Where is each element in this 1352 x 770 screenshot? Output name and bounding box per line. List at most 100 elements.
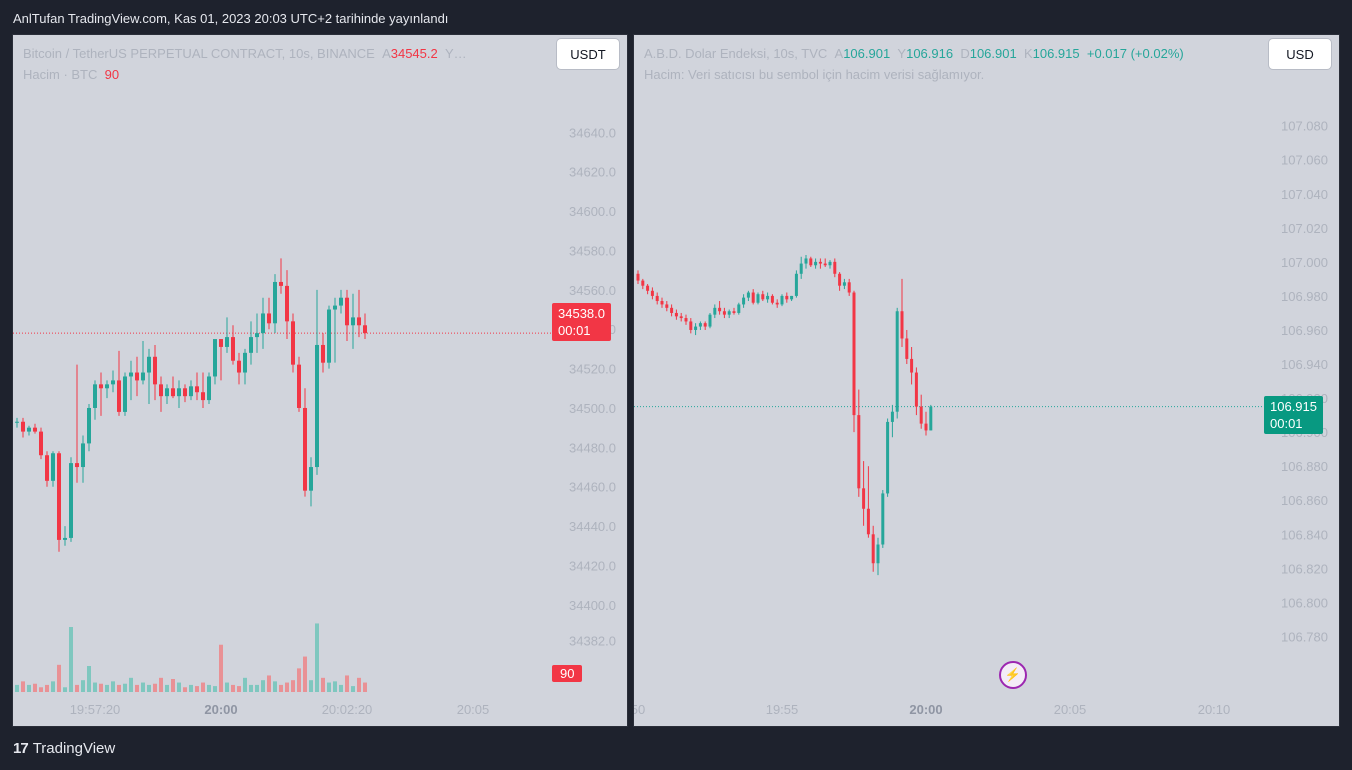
candle xyxy=(63,526,67,546)
candle-body xyxy=(761,294,765,300)
lightning-icon[interactable]: ⚡ xyxy=(999,661,1027,689)
candle-body xyxy=(895,311,899,412)
candle xyxy=(75,364,79,483)
candle xyxy=(727,309,731,319)
candle-body xyxy=(153,356,157,385)
candle-body xyxy=(171,388,175,397)
y-tick-label: 106.780 xyxy=(1281,629,1328,644)
dxy-low-prefix: D xyxy=(960,46,970,61)
volume-bar xyxy=(117,684,121,692)
volume-bar xyxy=(249,684,253,692)
dxy-chart-panel[interactable]: 107.080 107.060 107.040 107.020 107.000 106.9… xyxy=(633,34,1340,727)
tradingview-brand: TradingView xyxy=(32,740,116,757)
candle xyxy=(665,301,669,312)
candle-body xyxy=(924,423,928,431)
candle xyxy=(81,435,85,483)
candle xyxy=(111,370,115,393)
candle xyxy=(345,289,349,342)
candle xyxy=(703,321,707,330)
candle xyxy=(183,384,187,403)
y-tick-label: 106.800 xyxy=(1281,595,1328,610)
candle xyxy=(794,270,798,298)
volume-bar xyxy=(81,680,85,692)
candle xyxy=(842,278,846,290)
candle-body xyxy=(63,537,67,540)
dxy-change: +0.017 (+0.02%) xyxy=(1086,46,1184,61)
candle xyxy=(722,307,726,319)
dxy-chart-svg[interactable]: 107.080 107.060 107.040 107.020 107.000 106.9… xyxy=(634,35,1339,726)
candle xyxy=(698,321,702,330)
candle-body xyxy=(766,295,770,300)
candle-body xyxy=(828,261,832,266)
candle-body xyxy=(33,427,37,432)
candle-body xyxy=(21,421,25,432)
candle xyxy=(713,304,717,319)
candle-body xyxy=(718,307,722,312)
y-tick-label: 107.060 xyxy=(1281,153,1328,168)
candle xyxy=(51,451,55,487)
volume-bar xyxy=(297,668,301,692)
volume-bar xyxy=(339,684,343,692)
candle-body xyxy=(75,463,79,468)
candle-body xyxy=(847,282,851,293)
volume-bar xyxy=(303,656,307,692)
tradingview-logo[interactable]: 17 TradingView xyxy=(13,740,115,757)
volume-bar xyxy=(291,680,295,692)
y-tick-label: 34460.0 xyxy=(569,480,616,495)
candle xyxy=(823,258,827,267)
candle xyxy=(15,417,19,428)
volume-bar xyxy=(63,687,67,692)
y-tick-label: 106.960 xyxy=(1281,323,1328,338)
candle-body xyxy=(660,301,664,305)
candle-body xyxy=(279,281,283,286)
volume-bar xyxy=(201,682,205,692)
candle-body xyxy=(732,311,736,313)
candle xyxy=(766,292,770,303)
candle-body xyxy=(15,421,19,423)
volume-bar xyxy=(285,682,289,692)
dxy-countdown: 00:01 xyxy=(1270,416,1303,431)
time-axis-label: 20:10 xyxy=(1198,702,1231,717)
candle-body xyxy=(910,358,914,373)
candle xyxy=(189,380,193,401)
time-axis-label: 20:02:20 xyxy=(322,702,373,717)
candle xyxy=(905,329,909,365)
time-axis-label: 20:05 xyxy=(457,702,490,717)
candle-body xyxy=(183,388,187,397)
btc-currency-button[interactable]: USDT xyxy=(557,39,619,69)
candle-body xyxy=(804,258,808,264)
candle-body xyxy=(93,384,97,408)
candle xyxy=(679,312,683,322)
dxy-currency-button[interactable]: USD xyxy=(1269,39,1331,69)
candle-body xyxy=(809,258,813,266)
btc-chart-panel[interactable]: 34640.034620.034600.034580.034560.034540… xyxy=(12,34,628,727)
volume-bar xyxy=(51,681,55,692)
btc-volume-legend: Hacim · BTC 90 xyxy=(23,67,119,82)
candle xyxy=(670,304,674,317)
candle-body xyxy=(641,280,645,286)
candle xyxy=(135,356,139,397)
candle-body xyxy=(746,292,750,298)
candle xyxy=(636,270,640,284)
volume-bar xyxy=(153,683,157,692)
candle-body xyxy=(207,376,211,401)
candle-body xyxy=(703,323,707,327)
candle-body xyxy=(165,388,169,397)
candle-body xyxy=(727,311,731,315)
candle-body xyxy=(123,376,127,412)
volume-bar xyxy=(279,684,283,692)
candle-body xyxy=(742,297,746,305)
dxy-volume-note: Hacim: Veri satıcısı bu sembol için haci… xyxy=(644,67,985,82)
candle-body xyxy=(135,372,139,381)
candle xyxy=(833,258,837,278)
candle xyxy=(303,388,307,497)
btc-chart-svg[interactable]: 34640.034620.034600.034580.034560.034540… xyxy=(13,35,627,726)
candle-body xyxy=(852,292,856,416)
volume-bar xyxy=(171,679,175,692)
candle-body xyxy=(297,364,301,408)
candle xyxy=(838,272,842,291)
candle xyxy=(646,284,650,295)
btc-last-price: 34538.0 xyxy=(558,306,605,321)
candle-body xyxy=(650,290,654,296)
candle xyxy=(866,466,870,538)
